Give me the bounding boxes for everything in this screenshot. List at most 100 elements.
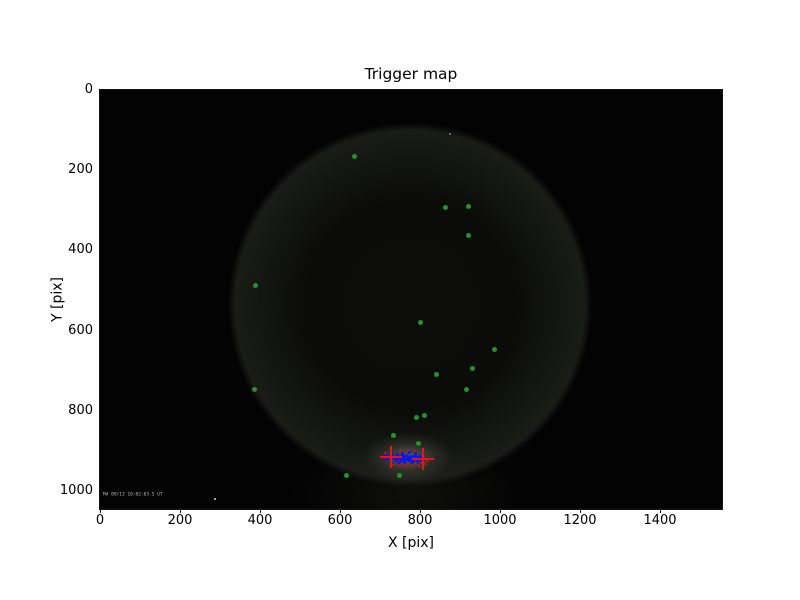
trigger-cluster-point — [407, 450, 411, 454]
trigger-cluster-point — [398, 458, 402, 462]
trigger-cluster-point — [416, 458, 420, 462]
trigger-cluster-point — [415, 455, 419, 459]
star-detections-point — [434, 372, 440, 378]
trigger-cluster-point — [386, 457, 390, 461]
trigger-cluster-point — [396, 453, 400, 457]
trigger-cluster-point — [396, 461, 400, 465]
star-detections-point — [413, 415, 419, 421]
trigger-cluster-point — [402, 455, 406, 459]
trigger-fragments-point — [414, 462, 417, 465]
trigger-cluster-point — [405, 457, 409, 461]
x-tick-label: 1200 — [563, 513, 597, 528]
x-tick-mark — [580, 510, 581, 513]
trigger-cluster-point — [410, 455, 414, 459]
star-detections-point — [417, 320, 423, 326]
star-detections-point — [415, 441, 421, 447]
trigger-cluster-point — [400, 459, 404, 463]
star-detections-point — [463, 387, 469, 392]
star-detections-point — [442, 204, 448, 210]
trigger-cluster-point — [420, 458, 424, 462]
star-detections-point — [252, 282, 258, 288]
trigger-cluster-point — [390, 452, 394, 456]
cross-vertical-bar — [389, 445, 392, 468]
y-tick-label: 200 — [68, 162, 93, 178]
trigger-fragments-point — [399, 465, 401, 468]
trigger-cluster-point — [412, 456, 416, 460]
field-of-view-vignette — [228, 123, 592, 487]
y-axis-label: Y [pix] — [49, 277, 66, 322]
trigger-fragments-point — [383, 452, 386, 455]
star-detections-point — [252, 386, 258, 392]
trigger-cluster-point — [407, 459, 411, 463]
x-tick-label: 1000 — [483, 513, 517, 528]
trigger-cluster-point — [395, 458, 399, 462]
trigger-fragments-point — [423, 463, 426, 466]
x-tick-mark — [180, 510, 181, 513]
trigger-fragments-point — [413, 449, 416, 452]
trigger-fragments-point — [426, 459, 429, 462]
trigger-fragments-point — [405, 465, 408, 468]
x-tick-label: 400 — [247, 513, 273, 528]
trigger-cluster-point — [408, 456, 412, 460]
y-tick-label: 1000 — [59, 482, 93, 498]
trigger-cluster-point — [413, 452, 417, 456]
trigger-cluster-point — [417, 454, 421, 458]
trigger-cluster-point — [401, 456, 405, 460]
trigger-cluster-point — [392, 457, 396, 461]
y-tick-label: 400 — [68, 242, 93, 258]
trigger-cluster-point — [409, 458, 413, 462]
trigger-cluster-point — [412, 459, 416, 463]
trigger-cluster-point — [403, 458, 407, 462]
x-tick-mark — [100, 510, 101, 513]
trigger-fragments-point — [402, 463, 405, 466]
trigger-cluster-point — [406, 455, 410, 459]
trigger-cluster-point — [404, 453, 408, 457]
y-tick-label: 0 — [84, 82, 93, 97]
trigger-cluster-point — [382, 456, 386, 460]
trigger-cluster-point — [396, 456, 400, 460]
trigger-cluster-point — [409, 461, 413, 465]
trigger-cluster-point — [408, 454, 412, 458]
trigger-cluster-point — [413, 454, 417, 458]
trigger-fragments-point — [392, 464, 395, 467]
noise-specks-point — [214, 497, 217, 500]
plot-area: M4 09/13 10:02:03.5 UT — [100, 90, 722, 509]
star-detections-point — [466, 233, 472, 239]
trigger-fragments-point — [399, 450, 402, 453]
x-tick-label: 1400 — [643, 513, 677, 528]
trigger-cluster-point — [403, 460, 407, 464]
trigger-fragments-point — [417, 464, 420, 467]
cross-vertical-bar — [422, 447, 425, 470]
x-tick-label: 800 — [407, 513, 433, 528]
trigger-cluster-point — [419, 456, 423, 460]
x-axis-label: X [pix] — [387, 535, 435, 551]
trigger-cluster-point — [401, 451, 405, 455]
x-tick-mark — [660, 510, 661, 513]
trigger-fragments-point — [407, 448, 409, 451]
x-tick-label: 200 — [167, 513, 193, 528]
centroid-cross-marker — [412, 447, 435, 470]
trigger-fragments-point — [408, 463, 411, 466]
centroid-cross-marker — [379, 445, 402, 468]
x-tick-mark — [260, 510, 261, 513]
x-tick-mark — [340, 510, 341, 513]
trigger-cluster-point — [384, 453, 388, 457]
trigger-fragments-point — [395, 462, 398, 465]
plot-title: Trigger map — [364, 65, 458, 83]
trigger-cluster-point — [400, 454, 404, 458]
star-detections-point — [351, 153, 357, 159]
star-detections-point — [491, 346, 497, 352]
trigger-cluster-point — [415, 460, 419, 464]
star-detections-point — [469, 365, 475, 371]
star-detections-point — [391, 432, 397, 438]
trigger-fragments-point — [411, 465, 414, 468]
x-tick-label: 0 — [95, 513, 105, 528]
y-tick-label: 800 — [68, 402, 93, 418]
star-detections-point — [344, 473, 350, 479]
star-detections-point — [396, 473, 402, 479]
noise-specks-point — [449, 133, 451, 136]
y-tick-label: 600 — [68, 322, 93, 338]
star-detections-point — [422, 413, 428, 419]
trigger-cluster-point — [404, 456, 408, 460]
